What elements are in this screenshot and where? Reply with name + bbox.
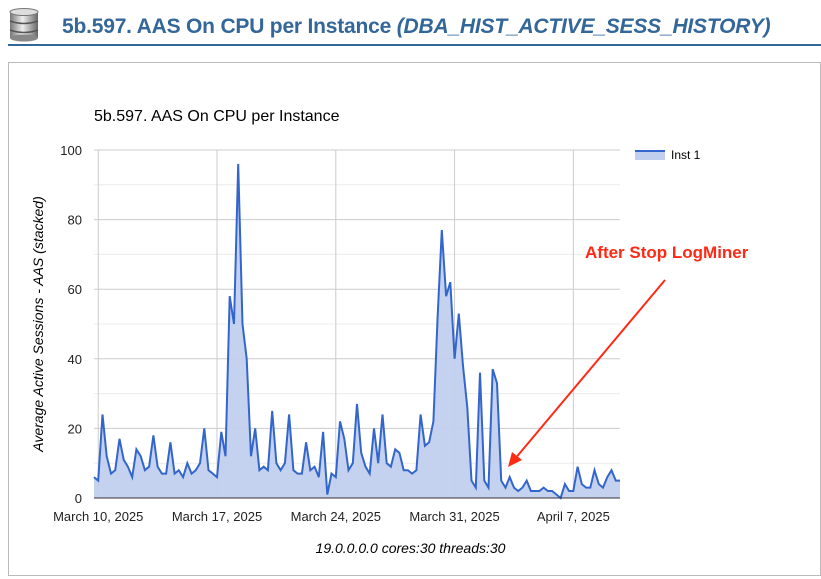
annotation-arrow bbox=[513, 279, 666, 461]
legend-label: Inst 1 bbox=[671, 148, 701, 162]
y-tick-label: 60 bbox=[68, 282, 82, 297]
chart-title: 5b.597. AAS On CPU per Instance bbox=[94, 108, 340, 125]
x-tick-label: March 10, 2025 bbox=[53, 509, 143, 524]
series-area bbox=[94, 163, 620, 498]
legend-swatch bbox=[635, 150, 665, 160]
y-tick-label: 0 bbox=[75, 491, 82, 506]
x-tick-label: April 7, 2025 bbox=[537, 509, 610, 524]
y-tick-label: 100 bbox=[60, 143, 82, 158]
chart-footer: 19.0.0.0.0 cores:30 threads:30 bbox=[315, 540, 506, 556]
page-title: 5b.597. AAS On CPU per Instance (DBA_HIS… bbox=[62, 15, 771, 38]
y-tick-label: 20 bbox=[68, 421, 82, 436]
x-tick-label: March 24, 2025 bbox=[291, 509, 381, 524]
x-tick-label: March 31, 2025 bbox=[409, 509, 499, 524]
series-line bbox=[93, 163, 620, 500]
y-tick-label: 40 bbox=[68, 352, 82, 367]
arrow-head-icon bbox=[508, 452, 522, 467]
legend: Inst 1 bbox=[635, 148, 700, 162]
annotation-text: After Stop LogMiner bbox=[585, 243, 749, 262]
x-tick-label: March 17, 2025 bbox=[172, 509, 262, 524]
section-header: 5b.597. AAS On CPU per Instance (DBA_HIS… bbox=[8, 6, 821, 46]
y-tick-label: 80 bbox=[68, 213, 82, 228]
database-icon bbox=[9, 8, 39, 42]
